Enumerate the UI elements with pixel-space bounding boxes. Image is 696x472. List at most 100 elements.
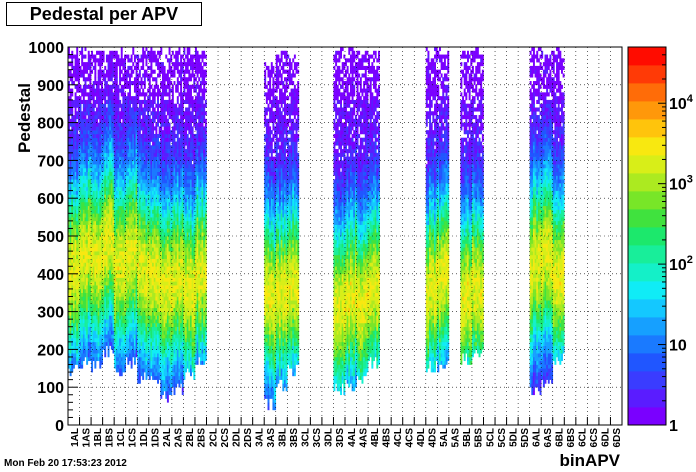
heatmap-cell [105, 266, 108, 271]
heatmap-cell [99, 171, 102, 176]
heatmap-cell [142, 232, 145, 237]
heatmap-cell [100, 356, 103, 362]
heatmap-cell [104, 349, 107, 354]
heatmap-cell [84, 156, 87, 161]
heatmap-cell [133, 304, 136, 309]
heatmap-cell [87, 236, 90, 241]
heatmap-cell [114, 356, 117, 362]
heatmap-cell [86, 122, 89, 127]
heatmap-cell [105, 300, 108, 305]
heatmap-cell [127, 194, 130, 199]
heatmap-cell [72, 239, 75, 244]
heatmap-cell [125, 228, 128, 233]
heatmap-cell [100, 198, 103, 203]
heatmap-cell [120, 266, 123, 271]
heatmap-cell [117, 262, 120, 267]
heatmap-cell [94, 270, 97, 275]
heatmap-cell [147, 368, 150, 373]
heatmap-cell [132, 213, 135, 218]
heatmap-cell [119, 217, 122, 222]
heatmap-cell [84, 220, 87, 225]
heatmap-cell [79, 220, 82, 225]
heatmap-cell [96, 281, 98, 286]
heatmap-cell [115, 84, 118, 89]
heatmap-cell [89, 103, 92, 108]
heatmap-cell [120, 360, 123, 365]
heatmap-cell [92, 307, 95, 312]
heatmap-cell [115, 243, 118, 248]
heatmap-cell [69, 156, 72, 161]
heatmap-cell [109, 224, 112, 229]
heatmap-cell [140, 345, 143, 350]
heatmap-cell [119, 341, 122, 346]
heatmap-cell [107, 111, 110, 116]
heatmap-cell [72, 281, 75, 286]
heatmap-cell [107, 149, 110, 154]
heatmap-cell [137, 137, 140, 142]
heatmap-cell [102, 145, 105, 150]
heatmap-cell [130, 122, 133, 127]
heatmap-cell [117, 198, 120, 203]
heatmap-cell [79, 304, 82, 309]
heatmap-cell [100, 152, 103, 157]
heatmap-cell [102, 186, 105, 191]
heatmap-cell [91, 69, 94, 74]
heatmap-cell [115, 315, 118, 320]
heatmap-cell [119, 164, 122, 169]
heatmap-cell [122, 92, 125, 97]
heatmap-cell [150, 84, 153, 89]
heatmap-cell [130, 205, 133, 210]
heatmap-cell [133, 81, 136, 86]
heatmap-cell [122, 122, 125, 127]
heatmap-cell [135, 81, 138, 86]
heatmap-cell [76, 96, 79, 101]
heatmap-cell [133, 330, 136, 335]
heatmap-cell [127, 152, 130, 157]
heatmap-cell [79, 277, 82, 282]
heatmap-cell [122, 186, 125, 191]
heatmap-cell [132, 270, 135, 275]
heatmap-cell [130, 364, 133, 369]
heatmap-cell [112, 141, 115, 146]
heatmap-cell [96, 137, 98, 142]
heatmap-cell [81, 99, 84, 104]
heatmap-cell [96, 239, 98, 244]
heatmap-cell [81, 190, 84, 195]
heatmap-cell [96, 152, 98, 157]
heatmap-cell [107, 334, 110, 339]
heatmap-cell [122, 133, 125, 139]
heatmap-cell [91, 145, 94, 150]
heatmap-cell [99, 338, 102, 343]
heatmap-cell [125, 156, 128, 161]
heatmap-cell [130, 228, 133, 233]
heatmap-cell [110, 126, 113, 131]
heatmap-cell [107, 77, 110, 82]
heatmap-cell [132, 175, 135, 180]
heatmap-cell [129, 99, 131, 104]
heatmap-cell [86, 118, 89, 123]
heatmap-cell [76, 190, 79, 195]
heatmap-cell [72, 360, 75, 365]
heatmap-cell [86, 77, 89, 82]
heatmap-cell [69, 118, 72, 123]
heatmap-cell [96, 149, 98, 154]
heatmap-cell [142, 307, 145, 312]
heatmap-cell [77, 96, 80, 101]
heatmap-cell [86, 319, 89, 324]
heatmap-cell [117, 183, 120, 188]
heatmap-cell [112, 209, 115, 214]
heatmap-cell [137, 209, 140, 214]
heatmap-cell [79, 353, 82, 358]
heatmap-cell [68, 239, 70, 244]
heatmap-cell [91, 103, 94, 108]
heatmap-cell [72, 292, 75, 297]
heatmap-cell [97, 239, 100, 244]
heatmap-cell [74, 239, 77, 244]
heatmap-cell [140, 285, 143, 290]
heatmap-cell [72, 183, 75, 188]
heatmap-cell [100, 175, 103, 180]
heatmap-cell [81, 111, 84, 116]
heatmap-cell [79, 217, 82, 222]
heatmap-cell [92, 130, 95, 135]
